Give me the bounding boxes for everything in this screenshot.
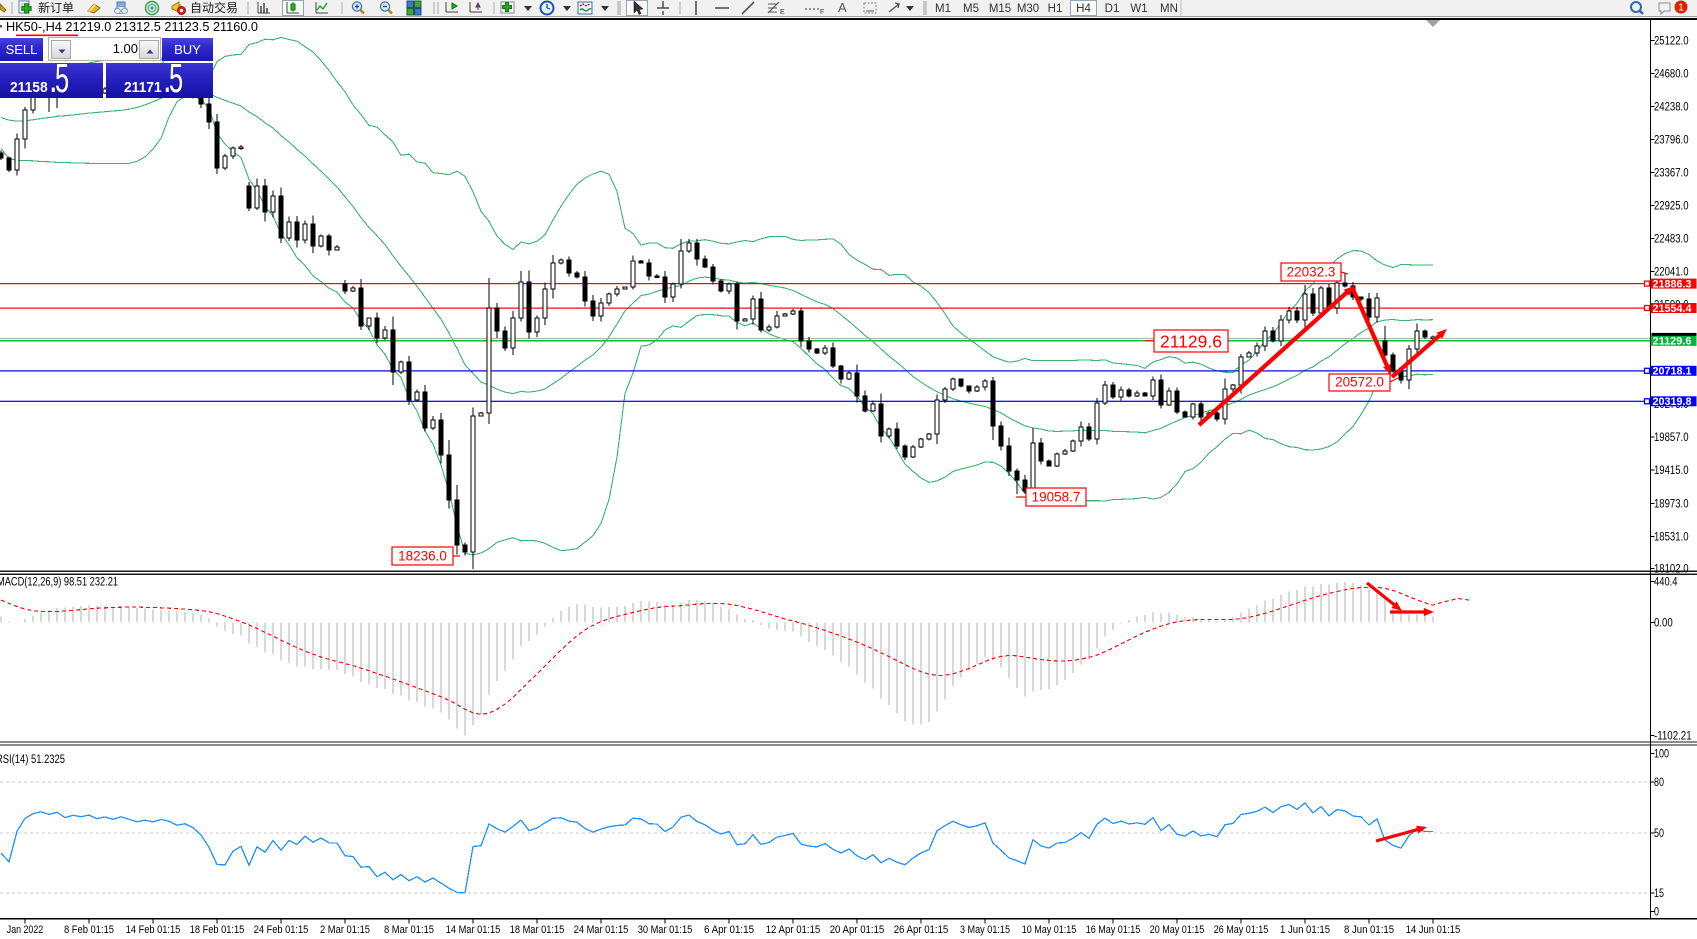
svg-text:1 Jun 01:15: 1 Jun 01:15 xyxy=(1280,924,1330,936)
svg-text:8 Mar 01:15: 8 Mar 01:15 xyxy=(384,924,434,936)
svg-text:24 Feb 01:15: 24 Feb 01:15 xyxy=(254,924,309,936)
svg-text:20 May 01:15: 20 May 01:15 xyxy=(1150,924,1205,936)
svg-text:21886.3: 21886.3 xyxy=(1653,278,1692,290)
svg-text:0: 0 xyxy=(1654,907,1659,919)
svg-text:440.4: 440.4 xyxy=(1654,577,1678,589)
svg-text:10 May 01:15: 10 May 01:15 xyxy=(1022,924,1077,936)
svg-text:22925.0: 22925.0 xyxy=(1654,201,1689,213)
svg-text:24 Mar 01:15: 24 Mar 01:15 xyxy=(574,924,629,936)
svg-text:18236.0: 18236.0 xyxy=(398,549,447,564)
svg-text:20319.8: 20319.8 xyxy=(1653,396,1692,408)
svg-text:H4: H4 xyxy=(1076,3,1091,15)
svg-text:E: E xyxy=(780,9,785,16)
svg-text:14 Jun 01:15: 14 Jun 01:15 xyxy=(1406,924,1461,936)
svg-text:19415.0: 19415.0 xyxy=(1654,465,1689,477)
svg-text:A: A xyxy=(838,0,847,15)
svg-text:23796.0: 23796.0 xyxy=(1654,135,1689,147)
svg-text:M5: M5 xyxy=(963,3,979,15)
svg-text:12 Apr 01:15: 12 Apr 01:15 xyxy=(766,924,821,936)
svg-text:8 Jun 01:15: 8 Jun 01:15 xyxy=(1344,924,1394,936)
svg-text:M15: M15 xyxy=(989,3,1011,15)
svg-text:20 Apr 01:15: 20 Apr 01:15 xyxy=(830,924,885,936)
svg-text:18 Mar 01:15: 18 Mar 01:15 xyxy=(510,924,565,936)
svg-text:22041.0: 22041.0 xyxy=(1654,267,1689,279)
svg-text:100: 100 xyxy=(1654,749,1669,761)
svg-text:RSI(14) 51.2325: RSI(14) 51.2325 xyxy=(0,754,65,766)
svg-text:18 Feb 01:15: 18 Feb 01:15 xyxy=(190,924,245,936)
svg-text:H1: H1 xyxy=(1048,3,1063,15)
svg-text:2 Mar 01:15: 2 Mar 01:15 xyxy=(320,924,370,936)
svg-text:6 Apr 01:15: 6 Apr 01:15 xyxy=(704,924,754,936)
svg-text:21554.4: 21554.4 xyxy=(1653,303,1693,315)
svg-text:50: 50 xyxy=(1654,828,1664,840)
svg-text:HK50-,H4 21219.0 21312.5 2112: HK50-,H4 21219.0 21312.5 21123.5 21160.0 xyxy=(6,20,258,34)
svg-text:19857.0: 19857.0 xyxy=(1654,432,1689,444)
svg-text:22032.3: 22032.3 xyxy=(1287,265,1336,280)
svg-text:MACD(12,26,9) 98.51 232.21: MACD(12,26,9) 98.51 232.21 xyxy=(0,577,118,589)
svg-text:19058.7: 19058.7 xyxy=(1032,490,1081,505)
svg-text:24238.0: 24238.0 xyxy=(1654,102,1689,114)
svg-text:-1102.21: -1102.21 xyxy=(1654,731,1692,743)
svg-text:26 Apr 01:15: 26 Apr 01:15 xyxy=(894,924,949,936)
svg-text:23367.0: 23367.0 xyxy=(1654,168,1689,180)
svg-text:W1: W1 xyxy=(1130,3,1147,15)
svg-text:新订单: 新订单 xyxy=(38,0,74,15)
svg-text:21129.6: 21129.6 xyxy=(1653,336,1692,348)
svg-text:80: 80 xyxy=(1654,777,1664,789)
svg-text:26 May 01:15: 26 May 01:15 xyxy=(1214,924,1269,936)
svg-text:F: F xyxy=(820,9,824,16)
svg-text:15: 15 xyxy=(1654,888,1664,900)
svg-text:3 May 01:15: 3 May 01:15 xyxy=(960,924,1010,936)
svg-text:14 Mar 01:15: 14 Mar 01:15 xyxy=(446,924,501,936)
svg-text:30 Mar 01:15: 30 Mar 01:15 xyxy=(638,924,693,936)
svg-text:8 Feb 01:15: 8 Feb 01:15 xyxy=(64,924,114,936)
svg-text:24680.0: 24680.0 xyxy=(1654,69,1689,81)
svg-text:20572.0: 20572.0 xyxy=(1335,375,1384,390)
svg-text:Jan 2022: Jan 2022 xyxy=(7,924,43,936)
svg-text:0.00: 0.00 xyxy=(1654,618,1673,630)
svg-text:22483.0: 22483.0 xyxy=(1654,234,1689,246)
svg-text:M30: M30 xyxy=(1017,3,1039,15)
svg-text:M1: M1 xyxy=(935,3,951,15)
svg-text:MN: MN xyxy=(1160,3,1178,15)
svg-text:1: 1 xyxy=(1678,3,1684,14)
svg-text:D1: D1 xyxy=(1105,3,1120,15)
svg-text:18102.0: 18102.0 xyxy=(1654,564,1689,576)
svg-text:自动交易: 自动交易 xyxy=(190,0,238,15)
svg-text:25122.0: 25122.0 xyxy=(1654,36,1689,48)
svg-text:16 May 01:15: 16 May 01:15 xyxy=(1086,924,1141,936)
svg-text:18973.0: 18973.0 xyxy=(1654,499,1689,511)
svg-text:21129.6: 21129.6 xyxy=(1160,332,1222,352)
svg-text:18531.0: 18531.0 xyxy=(1654,532,1689,544)
svg-text:20718.1: 20718.1 xyxy=(1653,366,1692,378)
svg-text:14 Feb 01:15: 14 Feb 01:15 xyxy=(126,924,181,936)
